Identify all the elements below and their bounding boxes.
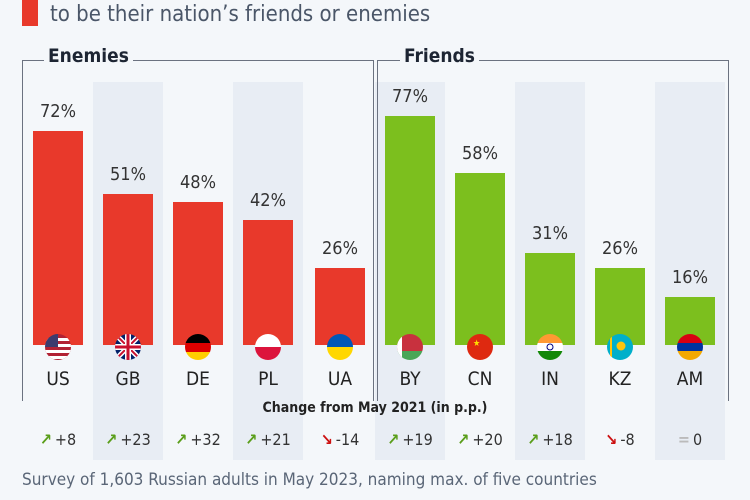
value-label: 77% bbox=[392, 86, 428, 108]
friends-box bbox=[377, 60, 729, 401]
country-code: GB bbox=[115, 368, 141, 390]
arrow-up-icon: ↗ bbox=[175, 430, 188, 449]
flag-in-icon bbox=[537, 334, 563, 360]
change-title: Change from May 2021 (in p.p.) bbox=[262, 400, 488, 416]
flag-pl-icon bbox=[255, 334, 281, 360]
column-shade bbox=[655, 82, 725, 460]
arrow-up-icon: ↗ bbox=[527, 430, 540, 449]
arrow-up-icon: ↗ bbox=[105, 430, 118, 449]
country-code: DE bbox=[186, 368, 210, 390]
country-code: KZ bbox=[608, 368, 632, 390]
flag-de-icon bbox=[185, 334, 211, 360]
value-label: 26% bbox=[322, 237, 358, 259]
value-label: 42% bbox=[250, 190, 286, 212]
flag-cn-icon: ★ bbox=[467, 334, 493, 360]
footer-note: Survey of 1,603 Russian adults in May 20… bbox=[22, 470, 597, 490]
value-label: 58% bbox=[462, 142, 498, 164]
arrow-down-icon: ↘ bbox=[320, 430, 333, 449]
bar-ua bbox=[315, 267, 365, 345]
bar-by bbox=[385, 116, 435, 345]
change-text: +8 bbox=[54, 430, 77, 449]
change-text: 0 bbox=[692, 430, 703, 449]
bar-us bbox=[33, 131, 83, 345]
arrow-up-icon: ↗ bbox=[245, 430, 258, 449]
bar-cn bbox=[455, 172, 505, 345]
flag-us-icon bbox=[45, 334, 71, 360]
change-text: +20 bbox=[472, 430, 503, 449]
value-label: 72% bbox=[40, 101, 76, 123]
change-value: ↘ -14 bbox=[305, 430, 375, 449]
value-label: 31% bbox=[532, 222, 568, 244]
change-value: ↗ +8 bbox=[23, 430, 93, 449]
enemies-label: Enemies bbox=[44, 45, 133, 67]
arrow-down-icon: ↘ bbox=[605, 430, 618, 449]
change-text: +19 bbox=[402, 430, 433, 449]
change-text: +21 bbox=[260, 430, 291, 449]
flag-kz-icon bbox=[607, 334, 633, 360]
value-label: 51% bbox=[110, 163, 146, 185]
flag-am-icon bbox=[677, 334, 703, 360]
change-value: ↗ +19 bbox=[375, 430, 445, 449]
change-value: ↗ +32 bbox=[163, 430, 233, 449]
bar-pl bbox=[243, 220, 293, 345]
country-code: CN bbox=[467, 368, 493, 390]
bar-kz bbox=[595, 267, 645, 345]
arrow-up-icon: ↗ bbox=[39, 430, 52, 449]
change-value: = 0 bbox=[655, 430, 725, 449]
change-value: ↗ +20 bbox=[445, 430, 515, 449]
value-label: 16% bbox=[672, 267, 708, 289]
bar-in bbox=[525, 252, 575, 345]
bar-de bbox=[173, 202, 223, 345]
change-value: ↘ -8 bbox=[585, 430, 655, 449]
change-value: ↗ +23 bbox=[93, 430, 163, 449]
change-value: ↗ +21 bbox=[233, 430, 303, 449]
change-text: -8 bbox=[620, 430, 635, 449]
country-code: AM bbox=[676, 368, 704, 390]
arrow-up-icon: ↗ bbox=[457, 430, 470, 449]
change-text: -14 bbox=[335, 430, 360, 449]
chart-subtitle: to be their nation’s friends or enemies bbox=[50, 2, 431, 27]
country-code: UA bbox=[327, 368, 353, 390]
change-text: +18 bbox=[542, 430, 573, 449]
change-value: ↗ +18 bbox=[515, 430, 585, 449]
enemies-box bbox=[22, 60, 374, 401]
equal-icon: = bbox=[677, 430, 690, 449]
change-text: +23 bbox=[120, 430, 151, 449]
country-code: BY bbox=[399, 368, 421, 390]
change-text: +32 bbox=[190, 430, 221, 449]
value-label: 26% bbox=[602, 237, 638, 259]
arrow-up-icon: ↗ bbox=[387, 430, 400, 449]
svg-text:★: ★ bbox=[473, 339, 480, 349]
friends-label: Friends bbox=[400, 45, 479, 67]
title-accent bbox=[22, 0, 38, 26]
country-code: PL bbox=[258, 368, 278, 390]
flag-ua-icon bbox=[327, 334, 353, 360]
flag-gb-icon bbox=[115, 334, 141, 360]
country-code: US bbox=[46, 368, 70, 390]
value-label: 48% bbox=[180, 172, 216, 194]
country-code: IN bbox=[541, 368, 559, 390]
bar-gb bbox=[103, 193, 153, 345]
flag-by-icon bbox=[397, 334, 423, 360]
